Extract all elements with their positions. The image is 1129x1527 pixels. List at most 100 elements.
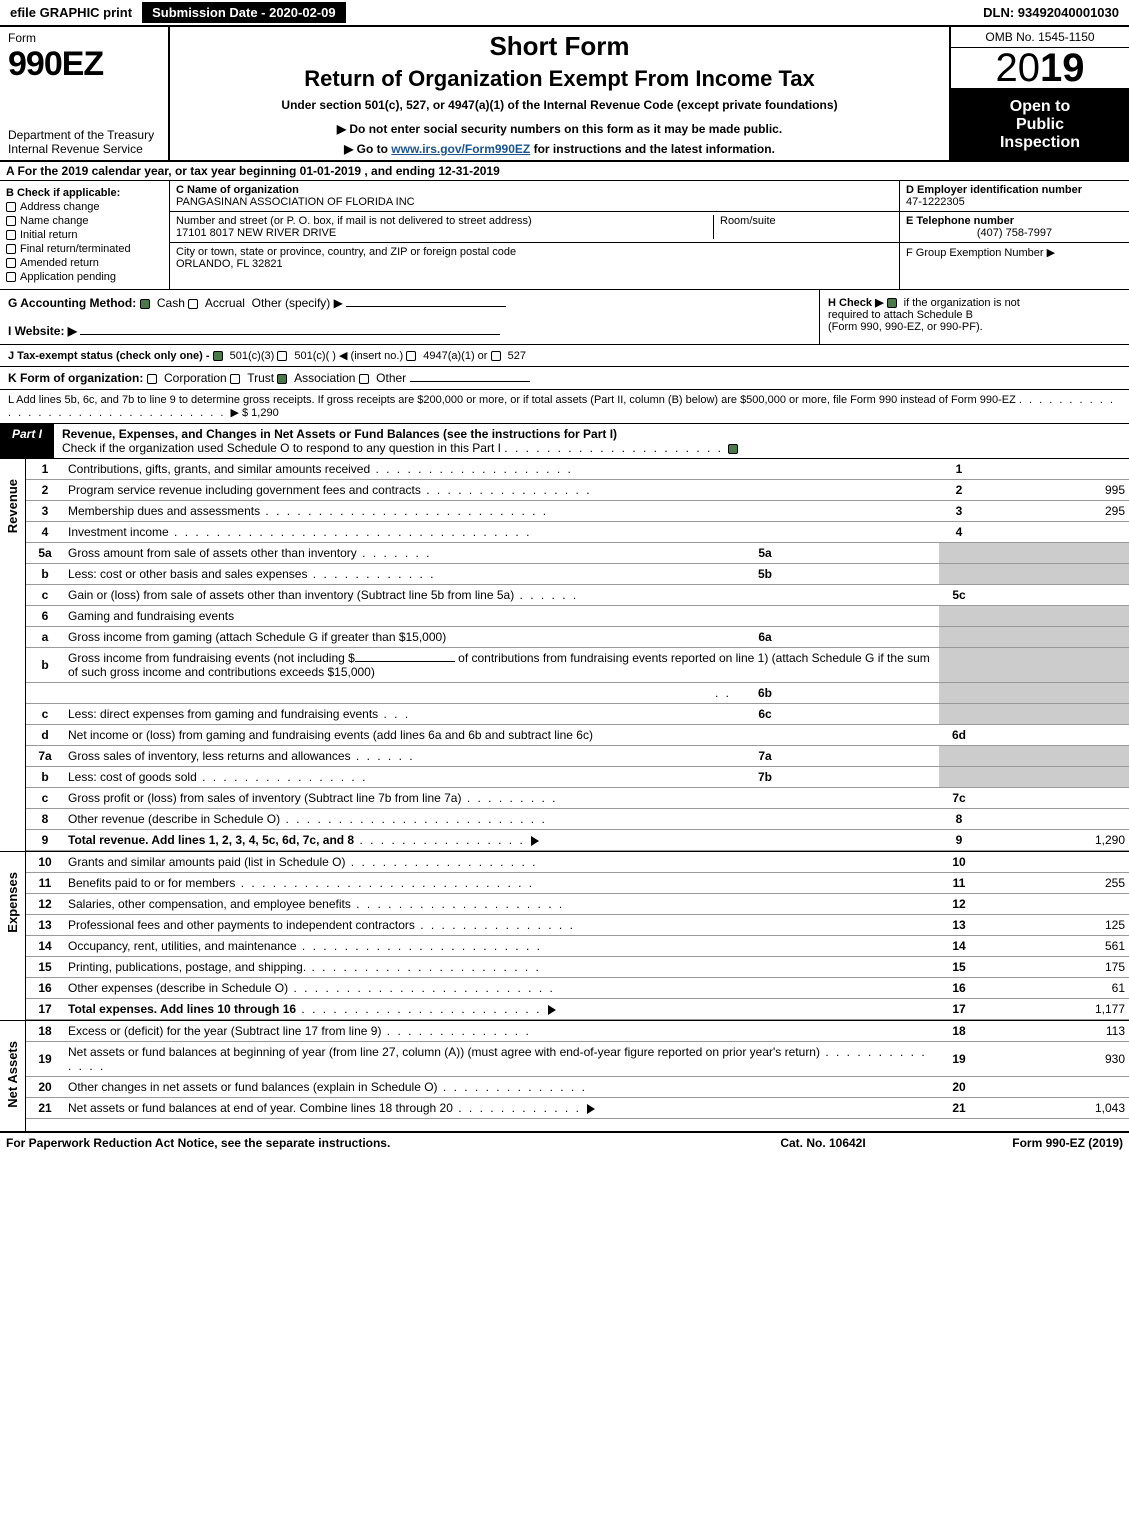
efile-label[interactable]: efile GRAPHIC print — [4, 3, 138, 22]
h-text1: if the organization is not — [904, 297, 1020, 309]
short-form-title: Short Form — [489, 31, 629, 62]
goto-line: ▶ Go to www.irs.gov/Form990EZ for instru… — [344, 142, 775, 156]
l21-val: 1,043 — [979, 1098, 1129, 1119]
l5b-box-shade — [939, 564, 979, 585]
chk-application-pending[interactable] — [6, 272, 16, 282]
inspection: Inspection — [957, 134, 1123, 152]
l11-num: 11 — [26, 873, 64, 894]
org-address: 17101 8017 NEW RIVER DRIVE — [176, 227, 713, 239]
chk-j-501c[interactable] — [277, 351, 287, 361]
k-other-input[interactable] — [410, 381, 530, 382]
l7a-sub: 7a — [741, 746, 789, 767]
l14-box: 14 — [939, 936, 979, 957]
l6b-num2 — [26, 683, 64, 704]
l7a-val-shade — [979, 746, 1129, 767]
l5a-desc: Gross amount from sale of assets other t… — [68, 546, 357, 560]
l4-desc: Investment income — [68, 525, 169, 539]
open-public-inspection: Open to Public Inspection — [951, 89, 1129, 160]
omb-number: OMB No. 1545-1150 — [951, 27, 1129, 48]
section-l: L Add lines 5b, 6c, and 7b to line 9 to … — [0, 390, 1129, 424]
l6b-amount-input[interactable] — [355, 661, 455, 662]
chk-address-change[interactable] — [6, 202, 16, 212]
l9-val: 1,290 — [979, 830, 1129, 851]
g-other-input[interactable] — [346, 306, 506, 307]
goto-suffix: for instructions and the latest informat… — [534, 142, 775, 156]
revenue-section: Revenue 1Contributions, gifts, grants, a… — [0, 459, 1129, 852]
l15-desc: Printing, publications, postage, and shi… — [68, 960, 306, 974]
l8-num: 8 — [26, 809, 64, 830]
org-city: ORLANDO, FL 32821 — [176, 258, 893, 270]
chk-initial-return[interactable] — [6, 230, 16, 240]
submission-date: Submission Date - 2020-02-09 — [142, 2, 346, 23]
l15-val: 175 — [979, 957, 1129, 978]
netassets-table: 18Excess or (deficit) for the year (Subt… — [26, 1021, 1129, 1119]
chk-amended-return[interactable] — [6, 258, 16, 268]
l14-val: 561 — [979, 936, 1129, 957]
section-gh: G Accounting Method: Cash Accrual Other … — [0, 290, 1129, 345]
l6b-desc1: Gross income from fundraising events (no… — [68, 651, 355, 665]
l6a-num: a — [26, 627, 64, 648]
l11-val: 255 — [979, 873, 1129, 894]
l15-num: 15 — [26, 957, 64, 978]
l12-desc: Salaries, other compensation, and employ… — [68, 897, 351, 911]
chk-k-trust[interactable] — [230, 374, 240, 384]
l6b-sub: 6b — [741, 683, 789, 704]
l16-box: 16 — [939, 978, 979, 999]
chk-k-assoc[interactable] — [277, 374, 287, 384]
open-to: Open to — [957, 98, 1123, 116]
b-item-4: Amended return — [20, 257, 99, 269]
l11-box: 11 — [939, 873, 979, 894]
chk-name-change[interactable] — [6, 216, 16, 226]
section-b-label: B Check if applicable: — [6, 187, 120, 199]
e-label: E Telephone number — [906, 215, 1123, 227]
chk-h[interactable] — [887, 298, 897, 308]
chk-k-other[interactable] — [359, 374, 369, 384]
header-center: Short Form Return of Organization Exempt… — [170, 27, 949, 160]
chk-j-4947[interactable] — [406, 351, 416, 361]
l6b-box-shade2 — [939, 683, 979, 704]
l3-box: 3 — [939, 501, 979, 522]
l6c-subval — [789, 704, 939, 725]
netassets-side-label: Net Assets — [0, 1021, 26, 1131]
l6c-val-shade — [979, 704, 1129, 725]
b-item-3: Final return/terminated — [20, 243, 131, 255]
g-other: Other (specify) ▶ — [252, 296, 343, 310]
goto-link[interactable]: www.irs.gov/Form990EZ — [391, 142, 530, 156]
revenue-vlabel: Revenue — [5, 459, 20, 553]
return-title: Return of Organization Exempt From Incom… — [304, 66, 815, 92]
l21-desc: Net assets or fund balances at end of ye… — [68, 1101, 453, 1115]
part1-subtitle: Check if the organization used Schedule … — [62, 441, 501, 455]
chk-cash[interactable] — [140, 299, 150, 309]
chk-part1-scho[interactable] — [728, 444, 738, 454]
b-item-2: Initial return — [20, 229, 77, 241]
l20-desc: Other changes in net assets or fund bala… — [68, 1080, 438, 1094]
f-label: F Group Exemption Number ▶ — [906, 246, 1123, 259]
l21-box: 21 — [939, 1098, 979, 1119]
l1-box: 1 — [939, 459, 979, 480]
l17-box: 17 — [939, 999, 979, 1020]
chk-final-return[interactable] — [6, 244, 16, 254]
l8-box: 8 — [939, 809, 979, 830]
c-addr-label: Number and street (or P. O. box, if mail… — [176, 215, 713, 227]
l6a-subval — [789, 627, 939, 648]
header-right: OMB No. 1545-1150 2019 Open to Public In… — [949, 27, 1129, 160]
section-a: A For the 2019 calendar year, or tax yea… — [0, 162, 1129, 181]
chk-accrual[interactable] — [188, 299, 198, 309]
l6c-sub: 6c — [741, 704, 789, 725]
l-text: L Add lines 5b, 6c, and 7b to line 9 to … — [8, 394, 1016, 406]
chk-k-corp[interactable] — [147, 374, 157, 384]
l7a-box-shade — [939, 746, 979, 767]
section-g: G Accounting Method: Cash Accrual Other … — [0, 290, 819, 344]
part1-title-text: Revenue, Expenses, and Changes in Net As… — [62, 427, 617, 441]
chk-j-527[interactable] — [491, 351, 501, 361]
l7c-num: c — [26, 788, 64, 809]
l8-desc: Other revenue (describe in Schedule O) — [68, 812, 280, 826]
l4-num: 4 — [26, 522, 64, 543]
chk-j-501c3[interactable] — [213, 351, 223, 361]
header-left: Form 990EZ Department of the Treasury In… — [0, 27, 170, 160]
j-501c: 501(c)( ) ◀ (insert no.) — [294, 350, 403, 362]
c-name-label: C Name of organization — [176, 184, 299, 196]
expenses-table: 10Grants and similar amounts paid (list … — [26, 852, 1129, 1020]
i-website-input[interactable] — [80, 334, 500, 335]
l7a-desc: Gross sales of inventory, less returns a… — [68, 749, 351, 763]
